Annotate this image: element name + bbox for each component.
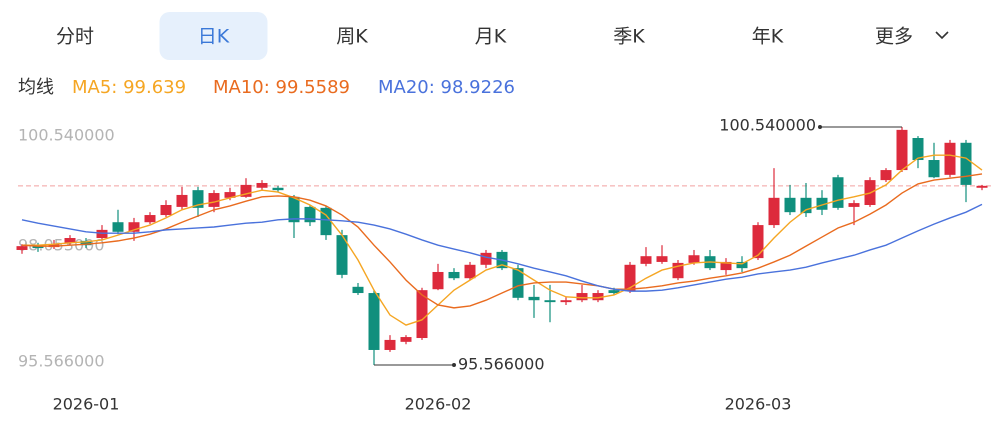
candle-body xyxy=(576,293,588,301)
legend-title: 均线 xyxy=(18,77,54,98)
candle-body xyxy=(368,293,380,350)
ma-line xyxy=(21,203,983,292)
candle-body xyxy=(304,206,316,223)
candle-body xyxy=(736,261,748,269)
candle-body xyxy=(464,264,476,279)
max-label: 100.540000 xyxy=(719,116,816,135)
x-tick-label: 2026-01 xyxy=(53,395,120,414)
candle-body xyxy=(480,252,492,265)
tab[interactable]: 季K xyxy=(613,26,645,48)
candle-body xyxy=(96,229,108,239)
min-label: 95.566000 xyxy=(458,355,545,374)
tab[interactable]: 日K xyxy=(198,26,230,48)
candle-body xyxy=(176,194,188,207)
candle-body xyxy=(64,238,76,243)
candle-body xyxy=(384,339,396,350)
candle-body xyxy=(16,246,28,250)
y-tick-label: 98.053000 xyxy=(18,236,105,255)
candle-body xyxy=(656,256,668,262)
candle-body xyxy=(928,160,940,178)
candle-body xyxy=(160,204,172,216)
candle-body xyxy=(896,129,908,171)
candle-body xyxy=(240,184,252,197)
max-dot xyxy=(818,125,822,129)
candle-body xyxy=(560,300,572,303)
candle-body xyxy=(288,196,300,223)
y-tick-label: 100.540000 xyxy=(18,126,115,145)
candle-body xyxy=(608,290,620,294)
candle-body xyxy=(832,177,844,208)
candle-body xyxy=(80,240,92,246)
candle-body xyxy=(768,197,780,226)
candle-body xyxy=(208,193,220,207)
candle-body xyxy=(720,261,732,271)
ma-line xyxy=(21,173,983,309)
tab[interactable]: 周K xyxy=(336,26,368,48)
candle-body xyxy=(976,185,988,188)
y-tick-label: 95.566000 xyxy=(18,352,105,371)
min-dot xyxy=(452,363,456,367)
candle-body xyxy=(816,197,828,210)
candle-body xyxy=(880,170,892,181)
candle-body xyxy=(528,296,540,301)
x-tick-label: 2026-02 xyxy=(405,395,472,414)
tab[interactable]: 月K xyxy=(475,26,507,48)
candle-body xyxy=(224,192,236,198)
candle-body xyxy=(800,197,812,214)
tab[interactable]: 年K xyxy=(752,26,784,48)
candle-body xyxy=(672,262,684,279)
candle-body xyxy=(272,187,284,191)
candle-body xyxy=(112,222,124,232)
candle-body xyxy=(944,142,956,175)
active-tab-bg xyxy=(159,12,268,60)
tab[interactable]: 分时 xyxy=(56,26,94,48)
candle-body xyxy=(416,290,428,339)
candle-body xyxy=(432,271,444,290)
legend-entry: MA20: 98.9226 xyxy=(378,77,515,98)
candle-body xyxy=(592,293,604,301)
legend-entry: MA10: 99.5589 xyxy=(213,77,350,98)
candle-body xyxy=(336,235,348,275)
candle-body xyxy=(912,138,924,161)
candle-body xyxy=(448,271,460,279)
candle-body xyxy=(640,256,652,264)
x-tick-label: 2026-03 xyxy=(725,395,792,414)
tab[interactable]: 更多 xyxy=(875,26,913,48)
candle-body xyxy=(128,222,140,232)
candle-body xyxy=(512,268,524,298)
candle-body xyxy=(848,203,860,207)
candle-body xyxy=(544,300,556,303)
candle-body xyxy=(352,286,364,294)
candle-body xyxy=(320,207,332,236)
candle-body xyxy=(688,255,700,263)
legend-entry: MA5: 99.639 xyxy=(72,77,186,98)
candle-body xyxy=(752,225,764,259)
more-chevron xyxy=(935,31,949,40)
candle-body xyxy=(960,142,972,185)
candle-body xyxy=(784,197,796,213)
candle-body xyxy=(624,264,636,292)
candle-body xyxy=(400,337,412,342)
candle-body xyxy=(256,182,268,188)
ma-line xyxy=(22,154,983,326)
candle-body xyxy=(144,215,156,223)
candle-body xyxy=(192,190,204,208)
